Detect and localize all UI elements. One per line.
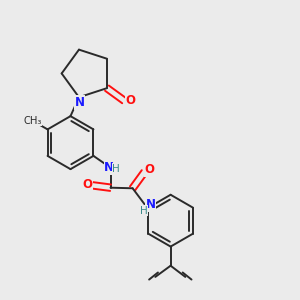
Text: N: N bbox=[104, 161, 114, 174]
Text: N: N bbox=[74, 96, 85, 109]
Text: H: H bbox=[140, 206, 148, 216]
Text: H: H bbox=[112, 164, 120, 173]
Text: N: N bbox=[146, 198, 156, 211]
Text: CH₃: CH₃ bbox=[23, 116, 41, 126]
Text: O: O bbox=[82, 178, 92, 191]
Text: O: O bbox=[126, 94, 136, 106]
Text: O: O bbox=[145, 163, 155, 176]
